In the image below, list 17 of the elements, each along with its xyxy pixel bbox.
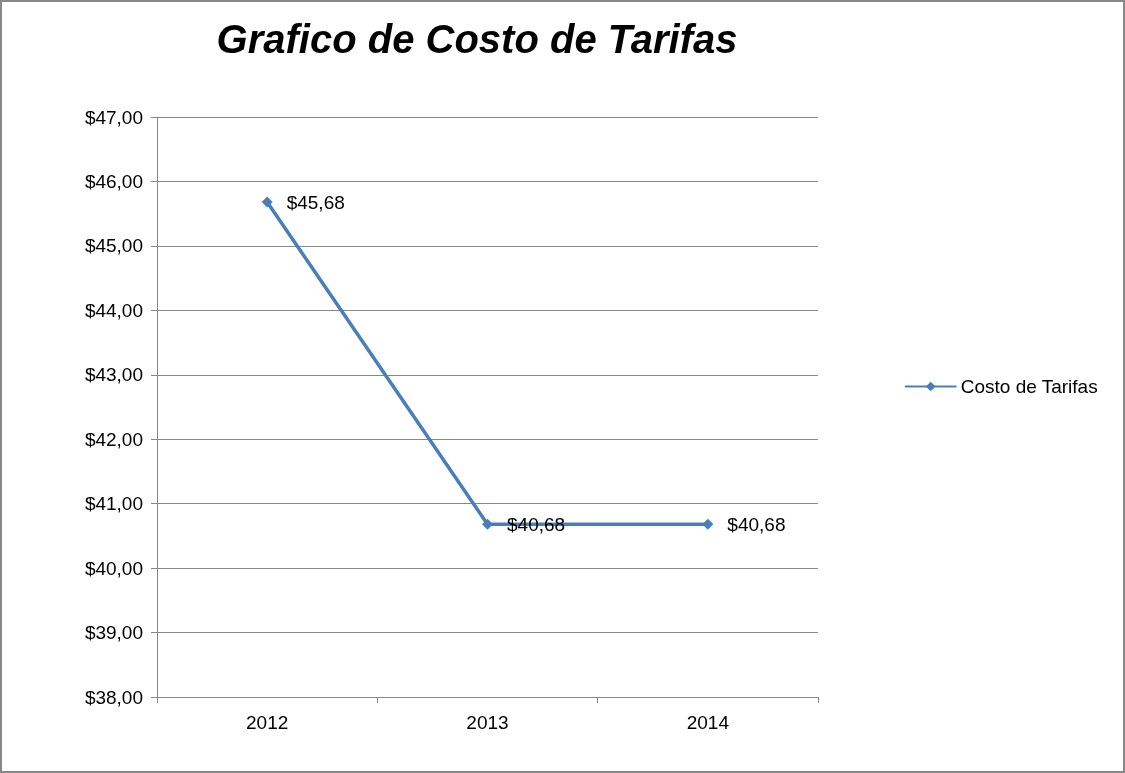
x-tick-label: 2013 [466,712,509,733]
y-tick-label: $38,00 [84,686,143,708]
y-tick-label: $44,00 [84,299,143,321]
y-tick-label: $45,00 [84,235,143,257]
data-label: $45,68 [286,191,345,213]
x-tick-label: 2012 [246,712,289,733]
x-tick-label: 2014 [686,712,730,733]
y-tick-label: $41,00 [84,493,143,515]
y-tick-label: $39,00 [84,622,143,644]
y-tick-label: $42,00 [84,428,143,450]
data-label: $40,68 [727,513,786,535]
legend-label: Costo de Tarifas [960,376,1098,397]
y-tick-label: $43,00 [84,364,143,386]
y-tick-label: $46,00 [84,170,143,192]
chart-title: Grafico de Costo de Tarifas [216,17,738,61]
y-tick-label: $47,00 [84,106,143,128]
y-tick-label: $40,00 [84,557,143,579]
